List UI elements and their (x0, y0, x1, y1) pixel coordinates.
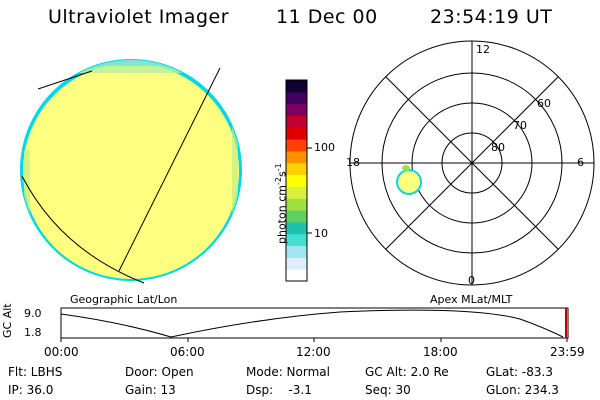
altitude-xtick: 06:00 (170, 345, 205, 359)
altitude-plot (60, 307, 569, 342)
info-door: Door: Open (125, 365, 194, 379)
colorbar-segment (286, 257, 307, 270)
colorbar-segment (286, 150, 307, 164)
colorbar-segment (286, 210, 307, 223)
left-panel-label: Geographic Lat/Lon (70, 293, 178, 306)
colorbar-segment (286, 162, 307, 176)
colorbar-segment (286, 186, 307, 199)
altitude-xtick: 00:00 (44, 345, 79, 359)
colorbar-tick-10: 10 (314, 227, 328, 240)
lat-lon-line (37, 70, 93, 90)
info-gcalt: GC Alt: 2.0 Re (365, 365, 449, 379)
right-panel-label: Apex MLat/MLT (430, 293, 513, 306)
date-label: 11 Dec 00 (276, 6, 378, 28)
mlt-label-18: 18 (346, 156, 360, 169)
time-label: 23:54:19 UT (430, 6, 553, 28)
colorbar-segment (286, 80, 307, 93)
mlat-label-70: 70 (513, 119, 527, 132)
lat-lon-line (118, 67, 221, 272)
info-glat: GLat: -83.3 (486, 365, 553, 379)
colorbar-segment (286, 245, 307, 258)
altitude-xtick: 23:59 (550, 345, 585, 359)
altitude-ytick-bottom: 1.8 (24, 326, 42, 339)
mlat-label-60: 60 (537, 97, 551, 110)
info-dsp: Dsp: -3.1 (246, 383, 312, 397)
info-glon: GLon: 234.3 (486, 383, 559, 397)
auroral-oval-spot (396, 165, 422, 195)
colorbar-segment (286, 198, 307, 211)
mlat-label-80: 80 (491, 141, 505, 154)
info-mode: Mode: Normal (246, 365, 330, 379)
mlt-label-12: 12 (476, 43, 490, 56)
mlt-label-0: 0 (468, 274, 475, 287)
info-gain: Gain: 13 (125, 383, 176, 397)
altitude-ylabel: GC Alt (1, 303, 14, 338)
instrument-title: Ultraviolet Imager (48, 6, 230, 28)
colorbar-unit-label: photon cm-2s-1 (274, 163, 289, 244)
altitude-ytick-top: 9.0 (24, 307, 42, 320)
colorbar-segment (286, 103, 307, 116)
info-seq: Seq: 30 (365, 383, 411, 397)
lat-lon-line (21, 175, 145, 284)
colorbar-segment (286, 127, 307, 140)
colorbar-segment (286, 269, 307, 282)
altitude-xtick: 12:00 (296, 345, 331, 359)
uv-disk-image (20, 59, 242, 284)
colorbar-segment (286, 139, 307, 152)
info-flt: Flt: LBHS (8, 365, 63, 379)
altitude-xtick: 18:00 (423, 345, 458, 359)
altitude-curve (60, 309, 564, 338)
polar-grid (349, 40, 595, 286)
info-ip: IP: 36.0 (8, 383, 54, 397)
mlt-label-6: 6 (577, 156, 584, 169)
color-bar (286, 80, 307, 282)
colorbar-tick-100: 100 (314, 141, 335, 154)
colorbar-segment (286, 221, 307, 235)
colorbar-segment (286, 174, 307, 187)
colorbar-segment (286, 91, 307, 105)
colorbar-segment (286, 115, 307, 128)
colorbar-segment (286, 233, 307, 247)
